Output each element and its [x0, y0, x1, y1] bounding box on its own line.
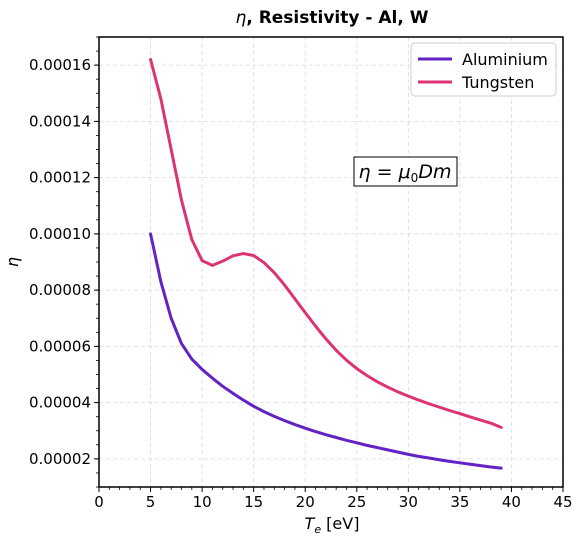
x-tick-label: 40 [502, 493, 521, 511]
y-tick-label: 0.00008 [29, 281, 91, 299]
y-tick-label: 0.00016 [29, 56, 91, 74]
series-layer [149, 58, 503, 470]
legend-label-tungsten: Tungsten [461, 73, 534, 92]
chart-title-symbol: η [236, 8, 247, 28]
annotation-formula: η = μ0Dm [359, 161, 452, 185]
y-tick-label: 0.00012 [29, 169, 91, 187]
x-axis-unit: [eV] [321, 514, 359, 533]
x-tick-label: 25 [347, 493, 366, 511]
x-axis-symbol: T [305, 514, 316, 533]
y-tick-label: 0.00004 [29, 394, 91, 412]
series-line-aluminium [149, 232, 503, 470]
chart-title: η, Resistivity - Al, W [236, 8, 429, 28]
x-tick-label: 10 [193, 493, 212, 511]
y-tick-label: 0.00006 [29, 337, 91, 355]
x-tick-label: 0 [94, 493, 104, 511]
y-tick-label: 0.00002 [29, 450, 91, 468]
annotation-frame [353, 156, 458, 187]
x-tick-label: 15 [244, 493, 263, 511]
x-tick-label: 30 [399, 493, 418, 511]
series-line-tungsten [149, 58, 503, 429]
x-axis-ticks: 0 5 10 15 20 25 30 35 40 45 [94, 487, 573, 511]
chart-title-text: , Resistivity - Al, W [246, 8, 428, 28]
x-axis-title: Te [eV] [305, 514, 360, 536]
y-tick-label: 0.00014 [29, 112, 91, 130]
plot-frame [98, 36, 564, 488]
annotation-subscript: 0 [411, 171, 419, 185]
legend-label-aluminium: Aluminium [462, 50, 548, 69]
annotation-lhs: η = μ [359, 161, 411, 183]
y-axis-ticks: 0.00002 0.00004 0.00006 0.00008 0.00010 0.000… [29, 56, 99, 468]
x-tick-label: 5 [146, 493, 156, 511]
y-tick-label: 0.00010 [29, 225, 91, 243]
annotation-rhs: Dm [418, 161, 451, 183]
x-axis-subscript: e [314, 523, 321, 536]
x-tick-label: 45 [553, 493, 572, 511]
x-tick-label: 35 [450, 493, 469, 511]
grid-lines [98, 37, 564, 487]
legend: Aluminium Tungsten [410, 42, 557, 97]
annotation-box: η = μ0Dm [353, 156, 458, 187]
x-tick-label: 20 [296, 493, 315, 511]
y-axis-title: η [3, 257, 22, 267]
